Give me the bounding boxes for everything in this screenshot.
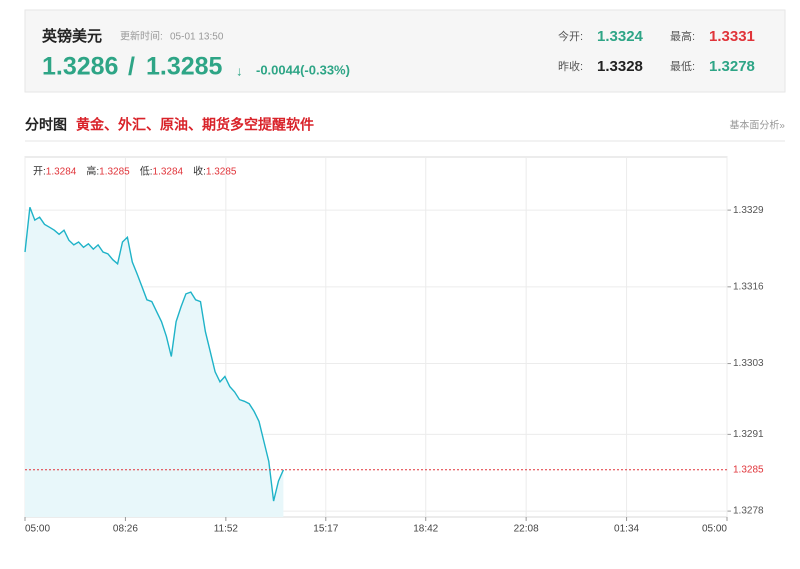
x-tick-label: 05:00 bbox=[702, 524, 727, 535]
ohlc-value: 1.3285 bbox=[99, 167, 130, 178]
ohlc-label: 开: bbox=[33, 167, 46, 178]
ohlc-label: 高: bbox=[86, 165, 99, 178]
stat-value: 1.3278 bbox=[709, 58, 755, 75]
bid: 1.3286 bbox=[42, 53, 118, 81]
section-title: 分时图 bbox=[25, 117, 67, 133]
separator: / bbox=[128, 53, 135, 81]
ohlc-label: 低: bbox=[140, 165, 153, 178]
last-price-label: 1.3285 bbox=[733, 464, 764, 475]
y-tick-label: 1.3316 bbox=[733, 281, 764, 292]
promo-link[interactable]: 黄金、外汇、原油、期货多空提醒软件 bbox=[76, 117, 314, 133]
stat-value: 1.3324 bbox=[597, 28, 644, 45]
x-tick-label: 05:00 bbox=[25, 524, 50, 535]
header-box bbox=[24, 9, 786, 93]
update-time: 05-01 13:50 bbox=[170, 32, 224, 43]
stat-label: 昨收: bbox=[558, 59, 583, 73]
x-tick-label: 08:26 bbox=[113, 524, 138, 535]
stat-value: 1.3328 bbox=[597, 58, 643, 75]
y-tick-label: 1.3303 bbox=[733, 358, 764, 369]
x-tick-label: 18:42 bbox=[413, 524, 438, 535]
y-tick-label: 1.3291 bbox=[733, 429, 764, 440]
price-line bbox=[24, 206, 285, 502]
analysis-link[interactable]: 基本面分析» bbox=[729, 119, 785, 132]
stat-label: 今开: bbox=[558, 29, 583, 43]
ask: 1.3285 bbox=[146, 53, 223, 81]
stat-value: 1.3331 bbox=[709, 28, 755, 45]
x-tick-label: 15:17 bbox=[313, 524, 338, 535]
stat-label: 最高: bbox=[670, 29, 695, 43]
title: 英镑美元 bbox=[42, 27, 102, 45]
ohlc-value: 1.3284 bbox=[153, 167, 184, 178]
ohlc-value: 1.3285 bbox=[206, 167, 237, 178]
y-tick-label: 1.3278 bbox=[733, 506, 764, 517]
area bbox=[25, 207, 284, 517]
y-tick-label: 1.3329 bbox=[733, 205, 764, 216]
ohlc-value: 1.3284 bbox=[46, 167, 77, 178]
update-label: 更新时间: bbox=[120, 30, 163, 43]
change: -0.0044(-0.33%) bbox=[256, 62, 350, 77]
x-tick-label: 22:08 bbox=[514, 524, 539, 535]
ohlc-label: 收: bbox=[193, 165, 206, 178]
x-tick-label: 11:52 bbox=[214, 524, 239, 535]
stat-label: 最低: bbox=[670, 60, 695, 73]
down-arrow: ↓ bbox=[236, 63, 243, 78]
x-tick-label: 01:34 bbox=[614, 524, 639, 535]
